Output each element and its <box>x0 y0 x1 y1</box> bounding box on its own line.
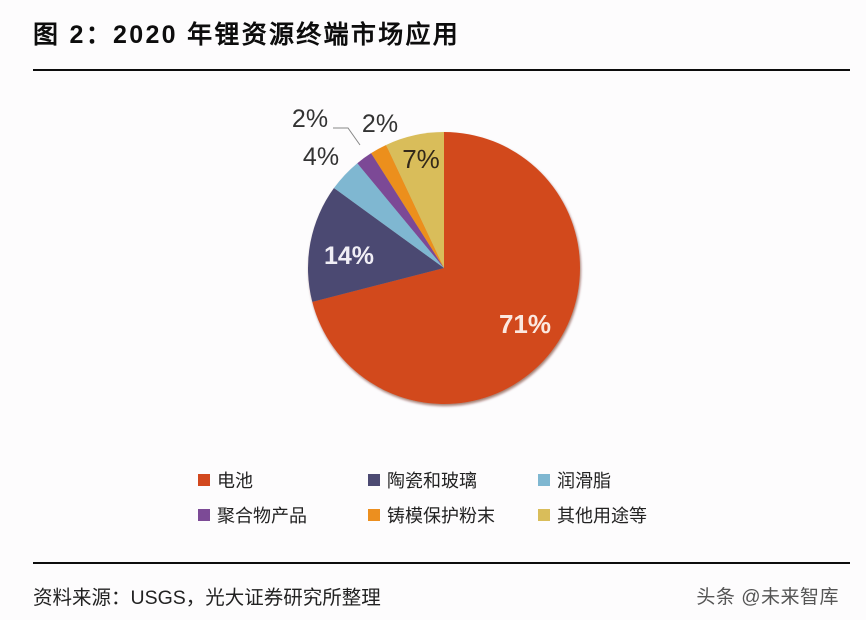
svg-text:7%: 7% <box>402 144 440 174</box>
svg-text:14%: 14% <box>324 242 374 270</box>
svg-text:4%: 4% <box>303 143 339 171</box>
svg-text:71%: 71% <box>499 309 551 339</box>
svg-text:2%: 2% <box>292 105 328 133</box>
svg-text:2%: 2% <box>362 110 398 138</box>
